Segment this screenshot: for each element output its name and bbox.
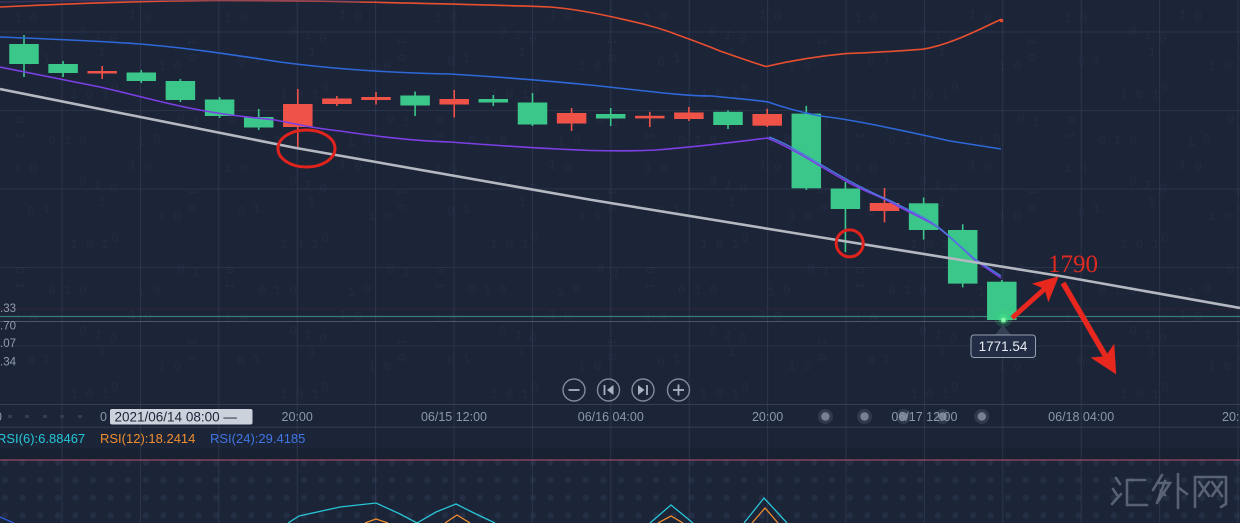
svg-text:.34: .34 bbox=[0, 357, 17, 369]
svg-text:.07: .07 bbox=[0, 338, 16, 350]
svg-text:RSI(6):6.88467: RSI(6):6.88467 bbox=[0, 431, 85, 446]
svg-text:2021/06/14 08:00 —: 2021/06/14 08:00 — bbox=[115, 410, 238, 425]
svg-text:RSI(24):29.4185: RSI(24):29.4185 bbox=[210, 431, 305, 446]
svg-text:.33: .33 bbox=[0, 303, 16, 315]
svg-text:20:0: 20:0 bbox=[1222, 410, 1240, 424]
svg-text:06/18 04:00: 06/18 04:00 bbox=[1048, 410, 1114, 424]
svg-text:06/15 12:00: 06/15 12:00 bbox=[421, 410, 487, 424]
svg-text:RSI(12):18.2414: RSI(12):18.2414 bbox=[100, 431, 195, 446]
svg-text:06/17 12:00: 06/17 12:00 bbox=[891, 410, 957, 424]
svg-text:0: 0 bbox=[0, 410, 2, 424]
svg-text:20:00: 20:00 bbox=[752, 410, 783, 424]
svg-text:1790: 1790 bbox=[1048, 251, 1098, 278]
svg-text:20:00: 20:00 bbox=[282, 410, 313, 424]
svg-text:.70: .70 bbox=[0, 321, 16, 333]
svg-text:0: 0 bbox=[100, 410, 107, 424]
svg-text:06/16 04:00: 06/16 04:00 bbox=[578, 410, 644, 424]
svg-text:1771.54: 1771.54 bbox=[979, 339, 1028, 354]
